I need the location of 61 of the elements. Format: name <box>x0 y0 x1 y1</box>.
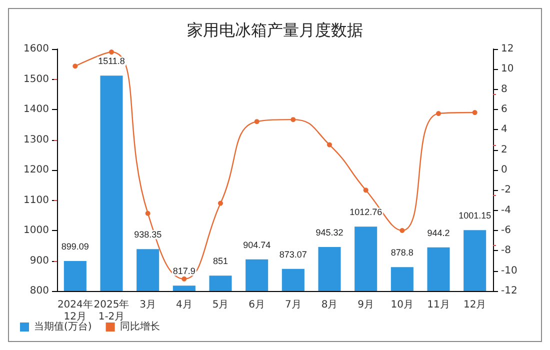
y-tick-label: 1600 <box>24 44 49 54</box>
y2-tick-label: 12 <box>501 44 514 54</box>
point <box>472 110 478 116</box>
y-tick-label: 900 <box>30 255 49 266</box>
y-tick-label: 1400 <box>24 104 49 115</box>
y2-tick-label: -2 <box>501 184 511 196</box>
y-tick-label: 1300 <box>24 134 49 146</box>
y-tick-label: 1100 <box>24 194 49 206</box>
y2-tick-label: -10 <box>501 265 518 276</box>
point <box>182 276 187 282</box>
x-tick-label: 9月 <box>358 300 374 310</box>
y2-tick-label: -6 <box>501 225 511 236</box>
x-tick-label: 8月 <box>321 300 338 310</box>
point <box>218 200 223 206</box>
point <box>72 64 78 69</box>
y2-tick-label: 2 <box>501 144 508 156</box>
y2-tick-label: -8 <box>501 245 511 256</box>
data-label: 944.2 <box>427 228 450 238</box>
x-tick-label: 4月 <box>176 300 192 310</box>
point <box>363 188 368 193</box>
y-tick-label: 1000 <box>24 225 49 236</box>
legend-label: 同比增长 <box>120 320 160 332</box>
x-tick-label: 11月 <box>427 300 450 310</box>
x-tick-label: 6月 <box>248 300 266 310</box>
y-tick-label: 1500 <box>24 74 49 85</box>
data-label: 873.07 <box>279 249 307 260</box>
y2-tick-label: 0 <box>501 164 508 176</box>
data-label: 899.09 <box>61 242 89 252</box>
x-tick-label: 12月 <box>463 300 486 310</box>
chart-title: 家用电冰箱产量月度数据 <box>187 20 363 40</box>
y-tick-label: 800 <box>30 286 49 296</box>
data-label: 1001.15 <box>458 210 492 221</box>
point <box>400 228 405 233</box>
data-label: 1511.8 <box>98 56 125 66</box>
x-tick-label: 2024年 12月 <box>57 298 93 322</box>
x-tick-label: 2025年 1-2月 <box>94 298 130 322</box>
y-tick-label: 1200 <box>24 164 49 176</box>
point <box>254 119 260 124</box>
point <box>290 117 296 122</box>
point <box>327 142 332 148</box>
data-label: 938.35 <box>134 230 162 240</box>
x-tick-label: 3月 <box>140 300 156 310</box>
data-label: 945.32 <box>316 228 344 238</box>
data-label: 904.74 <box>243 240 271 250</box>
y2-tick-label: 8 <box>501 84 508 95</box>
data-label: 851 <box>212 256 228 266</box>
y2-tick-label: -4 <box>501 204 511 216</box>
x-tick-label: 7月 <box>284 300 302 310</box>
y2-tick-label: 6 <box>501 104 508 115</box>
data-label: 817.9 <box>172 266 196 276</box>
point <box>109 50 114 55</box>
data-label: 878.8 <box>390 248 414 258</box>
y2-tick-label: 4 <box>501 124 508 136</box>
point <box>436 111 441 116</box>
point <box>145 210 150 216</box>
y2-tick-label: -12 <box>501 286 518 296</box>
legend-label: 当期值(万台) <box>34 320 92 332</box>
x-tick-label: 10月 <box>390 300 414 310</box>
x-tick-label: 5月 <box>212 300 229 310</box>
y2-tick-label: 10 <box>501 64 514 75</box>
data-label: 1012.76 <box>350 207 382 218</box>
